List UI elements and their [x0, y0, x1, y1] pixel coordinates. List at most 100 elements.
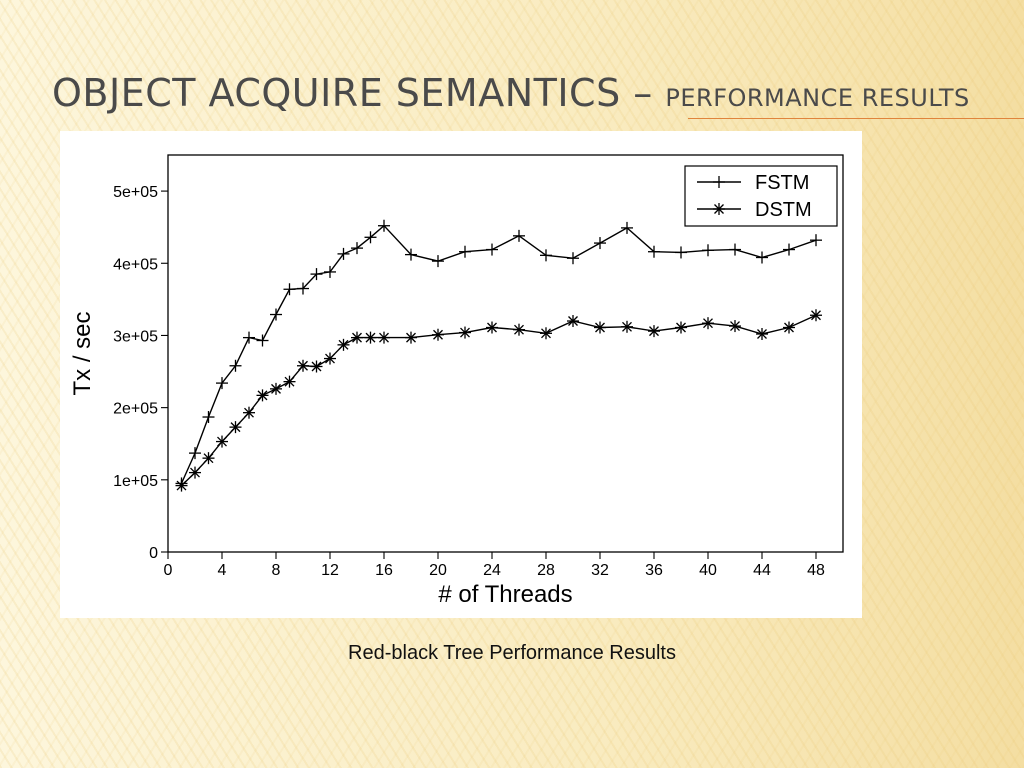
x-tick-label: 0	[164, 562, 173, 579]
y-tick-label: 4e+05	[113, 256, 158, 273]
data-point-fstm	[675, 246, 687, 259]
x-tick-label: 8	[272, 562, 281, 579]
data-point-dstm	[405, 331, 417, 344]
data-point-fstm	[324, 265, 336, 278]
data-point-dstm	[513, 323, 525, 336]
marker-stroke	[568, 316, 578, 326]
data-point-dstm	[216, 435, 228, 448]
marker-stroke	[311, 361, 322, 372]
data-point-fstm	[337, 247, 350, 260]
marker-stroke	[714, 204, 724, 214]
marker-stroke	[649, 326, 659, 337]
data-point-dstm	[675, 321, 687, 334]
marker-stroke	[298, 360, 308, 371]
data-point-dstm	[756, 328, 768, 341]
data-point-fstm	[648, 245, 660, 258]
title-underline-rule	[688, 118, 1024, 119]
data-point-dstm	[351, 331, 363, 344]
marker-stroke	[338, 339, 349, 350]
y-axis-label: Tx / sec	[69, 311, 96, 395]
data-point-fstm	[243, 331, 255, 344]
data-point-dstm	[702, 317, 714, 330]
data-point-dstm	[621, 320, 633, 333]
slide-title-sub: Performance Results	[665, 84, 970, 112]
data-point-dstm	[810, 309, 822, 322]
y-tick-label: 5e+05	[113, 184, 158, 201]
data-point-dstm	[283, 375, 296, 388]
data-point-dstm	[324, 352, 336, 365]
marker-stroke	[676, 322, 686, 333]
marker-stroke	[757, 329, 767, 339]
data-point-dstm	[189, 466, 201, 479]
x-tick-label: 12	[321, 562, 339, 579]
data-point-dstm	[378, 331, 390, 344]
marker-stroke	[352, 332, 362, 343]
data-point-dstm	[256, 389, 269, 402]
data-point-fstm	[783, 243, 795, 256]
data-point-dstm	[337, 338, 350, 351]
data-point-fstm	[283, 283, 296, 296]
marker-stroke	[622, 321, 632, 332]
data-point-fstm	[351, 242, 363, 255]
slide-title-main: Object Acquire Semantics –	[52, 71, 666, 115]
marker-stroke	[365, 332, 376, 343]
legend-label-fstm: FSTM	[755, 172, 809, 194]
marker-stroke	[784, 322, 794, 333]
data-point-fstm	[378, 219, 390, 232]
legend-label-dstm: DSTM	[755, 199, 812, 221]
data-point-fstm	[486, 243, 498, 256]
data-point-fstm	[364, 231, 377, 244]
data-point-dstm	[229, 421, 242, 434]
series-line-fstm	[180, 224, 817, 484]
marker-stroke	[811, 310, 821, 321]
y-tick-label: 1e+05	[113, 473, 158, 490]
x-tick-label: 20	[429, 562, 447, 579]
x-tick-label: 44	[753, 562, 771, 579]
marker-stroke	[703, 318, 713, 329]
marker-stroke	[244, 407, 254, 418]
data-point-dstm	[243, 406, 255, 419]
x-tick-label: 28	[537, 562, 555, 579]
data-point-fstm	[621, 221, 633, 234]
x-tick-label: 4	[218, 562, 227, 579]
marker-stroke	[595, 322, 605, 333]
data-point-fstm	[594, 237, 606, 250]
marker-stroke	[325, 353, 335, 364]
data-point-fstm	[216, 377, 228, 390]
marker-stroke	[406, 332, 416, 343]
marker-stroke	[514, 324, 524, 335]
data-point-dstm	[594, 321, 606, 334]
x-axis-label: # of Threads	[438, 581, 572, 608]
data-point-fstm	[432, 255, 444, 268]
data-point-fstm	[405, 248, 417, 261]
plot-area-frame	[167, 154, 844, 553]
x-tick-label: 48	[807, 562, 825, 579]
data-point-fstm	[540, 249, 552, 262]
marker-stroke	[230, 422, 241, 433]
x-tick-label: 36	[645, 562, 663, 579]
slide-title: Object Acquire Semantics – Performance R…	[52, 74, 970, 112]
marker-stroke	[730, 321, 740, 332]
marker-stroke	[203, 453, 214, 464]
data-point-fstm	[729, 243, 741, 256]
legend-marker-dstm	[713, 203, 725, 215]
data-point-dstm	[486, 321, 498, 334]
data-point-dstm	[648, 325, 660, 338]
marker-stroke	[176, 480, 187, 491]
data-point-fstm	[270, 308, 282, 321]
data-point-dstm	[297, 359, 309, 372]
data-point-dstm	[270, 382, 282, 395]
data-point-fstm	[256, 334, 269, 347]
data-point-fstm	[756, 251, 768, 264]
data-point-dstm	[567, 315, 579, 328]
marker-stroke	[541, 328, 551, 339]
data-point-fstm	[702, 244, 714, 257]
data-point-fstm	[297, 282, 309, 295]
marker-stroke	[379, 332, 389, 343]
data-point-dstm	[432, 328, 444, 341]
series-line-dstm	[181, 314, 817, 487]
data-point-fstm	[229, 359, 242, 372]
marker-stroke	[190, 467, 200, 478]
x-tick-label: 24	[483, 562, 501, 579]
marker-stroke	[487, 322, 497, 333]
